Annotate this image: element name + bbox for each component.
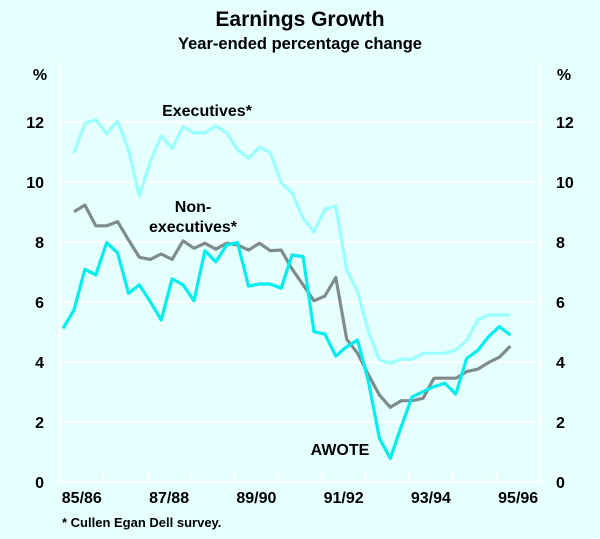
series-line-non-executives	[73, 203, 512, 409]
y-tick-label-left: 2	[35, 415, 44, 432]
series-line-awote	[61, 241, 512, 460]
series-label-executives: Executives*	[162, 103, 253, 120]
y-tick-label-right: 8	[556, 235, 565, 252]
y-tick-label-right: 4	[556, 355, 565, 372]
y-tick-label-left: 4	[35, 355, 44, 372]
series-label-non-executives: executives*	[149, 219, 238, 236]
y-tick-label-left: 6	[35, 295, 44, 312]
y-tick-label-right: 6	[556, 295, 565, 312]
y-tick-label-left: 12	[26, 115, 44, 132]
x-tick-label: 95/96	[498, 490, 538, 507]
y-tick-label-left: 0	[35, 475, 44, 492]
y-tick-label-right: 10	[556, 175, 574, 192]
x-tick-label: 87/88	[149, 490, 189, 507]
x-tick-label: 91/92	[324, 490, 364, 507]
y-axis-unit-left: %	[33, 67, 47, 84]
x-tick-label: 85/86	[62, 490, 102, 507]
x-tick-label: 93/94	[411, 490, 451, 507]
series-label-awote: AWOTE	[311, 442, 370, 459]
y-tick-label-left: 8	[35, 235, 44, 252]
y-tick-label-right: 12	[556, 115, 574, 132]
y-tick-label-right: 0	[556, 475, 565, 492]
y-tick-label-left: 10	[26, 175, 44, 192]
y-tick-label-right: 2	[556, 415, 565, 432]
x-tick-label: 89/90	[236, 490, 276, 507]
y-axis-unit-right: %	[557, 67, 571, 84]
chart-subtitle: Year-ended percentage change	[178, 35, 422, 53]
footnote: * Cullen Egan Dell survey.	[62, 515, 221, 530]
chart-title: Earnings Growth	[215, 8, 384, 31]
series-line-executives	[72, 118, 511, 365]
series-label-non-executives: Non-	[175, 199, 211, 216]
